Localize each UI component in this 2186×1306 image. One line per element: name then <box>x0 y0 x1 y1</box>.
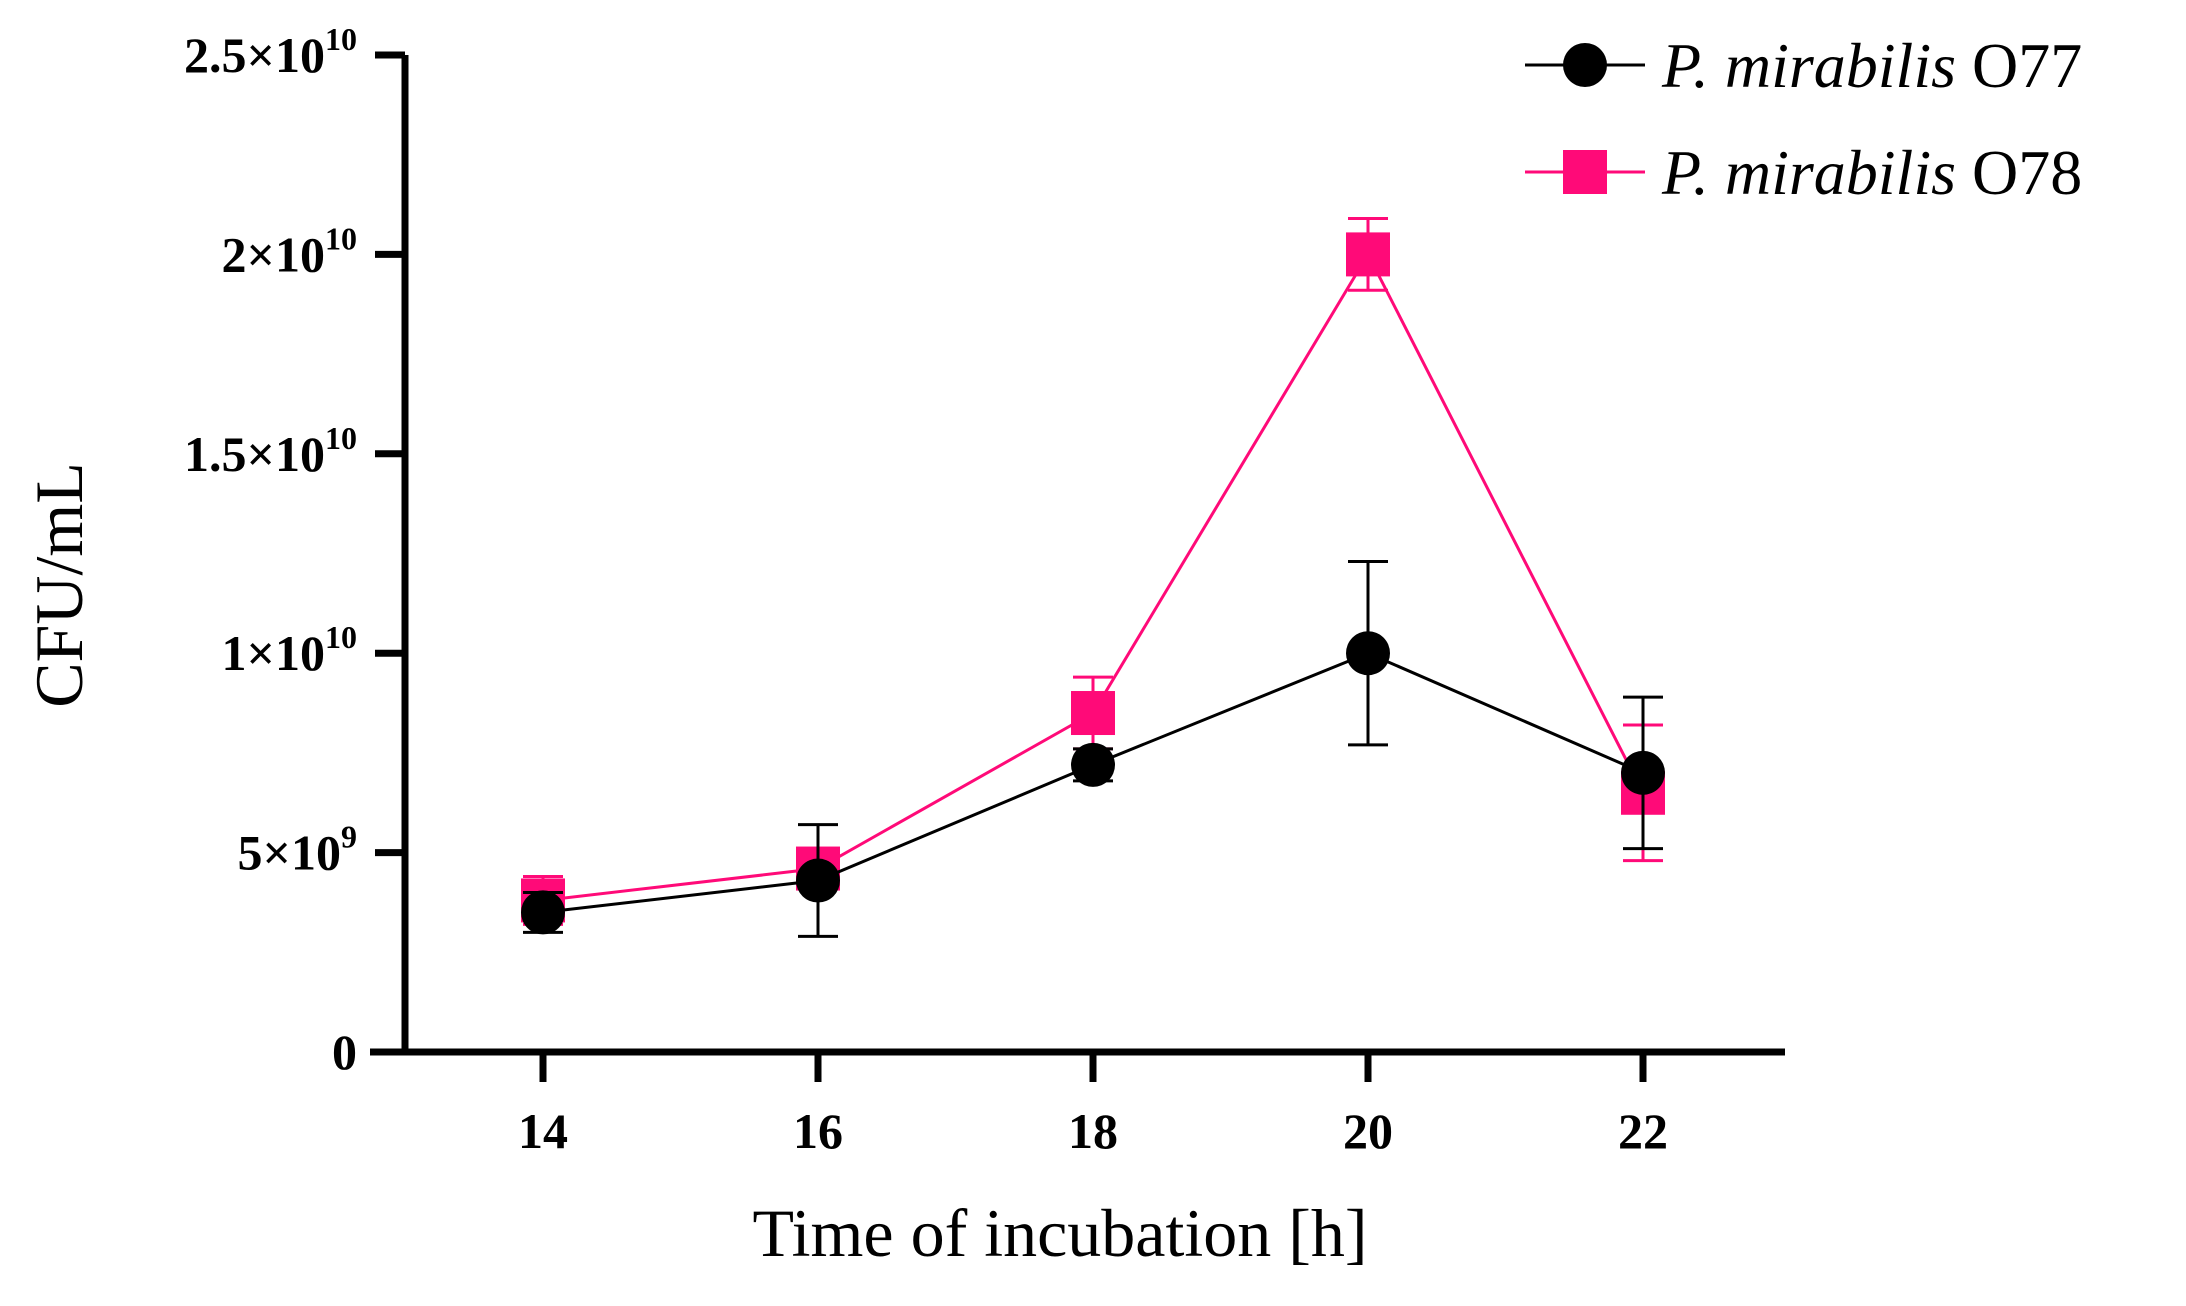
x-tick-label: 22 <box>1618 1103 1668 1159</box>
x-tick-label: 14 <box>518 1103 568 1159</box>
legend-marker <box>1563 150 1607 194</box>
data-point <box>796 858 840 903</box>
x-tick-label: 18 <box>1068 1103 1118 1159</box>
data-point <box>521 890 565 935</box>
y-tick-label: 1.5×1010 <box>184 420 357 482</box>
plot-area <box>521 217 1665 938</box>
axes: 0 5×109 1×1010 1.5×1010 2×1010 2.5×1010 14 16 18… <box>184 21 1785 1159</box>
y-axis-title: CFU/mL <box>21 462 97 708</box>
legend-label: P. mirabilis O77 <box>1661 30 2082 101</box>
y-tick-label: 2.5×1010 <box>184 21 357 83</box>
data-point <box>1346 631 1390 676</box>
series-o77 <box>521 559 1665 938</box>
data-point <box>1071 742 1115 787</box>
legend-item: P. mirabilis O78 <box>1525 137 2082 208</box>
y-tick-label: 0 <box>332 1024 357 1080</box>
legend: P. mirabilis O77 P. mirabilis O78 <box>1525 30 2082 208</box>
y-tick-label: 2×1010 <box>222 220 358 282</box>
legend-label: P. mirabilis O78 <box>1661 137 2082 208</box>
y-tick-label: 5×109 <box>238 819 358 881</box>
x-axis-title: Time of incubation [h] <box>752 1195 1367 1271</box>
data-point <box>1346 232 1390 277</box>
x-tick-label: 16 <box>793 1103 843 1159</box>
data-point <box>1071 691 1115 736</box>
legend-item: P. mirabilis O77 <box>1525 30 2082 101</box>
series-o78 <box>521 217 1665 926</box>
y-tick-label: 1×1010 <box>222 619 358 681</box>
data-point <box>1621 750 1665 795</box>
legend-marker <box>1563 43 1607 87</box>
x-tick-label: 20 <box>1343 1103 1393 1159</box>
series-line <box>542 251 1645 902</box>
